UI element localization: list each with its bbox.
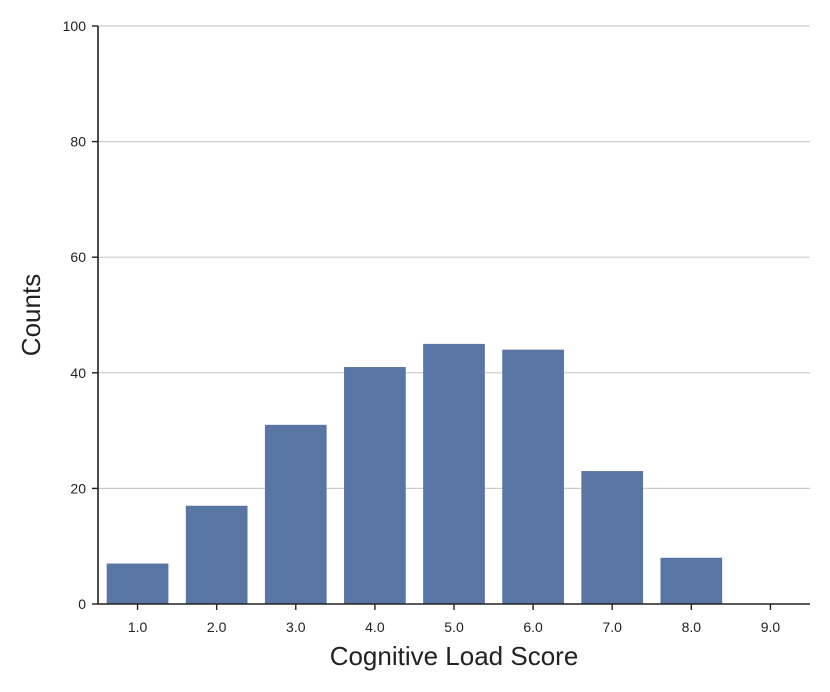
- x-tick-label: 7.0: [602, 619, 622, 635]
- y-tick-label: 20: [70, 480, 86, 496]
- gridlines: [98, 25, 810, 489]
- bar: [344, 367, 406, 604]
- y-tick-label: 100: [63, 18, 87, 34]
- x-tick-label: 2.0: [207, 619, 227, 635]
- x-tick-label: 8.0: [682, 619, 702, 635]
- x-tick-label: 9.0: [761, 619, 781, 635]
- bar: [660, 557, 723, 604]
- x-axis-title: Cognitive Load Score: [330, 641, 579, 671]
- bar: [581, 471, 644, 604]
- x-tick-label: 4.0: [365, 619, 385, 635]
- bar: [264, 424, 327, 604]
- y-tick-label: 60: [70, 249, 86, 265]
- x-ticks: 1.0 2.0 3.0 4.0 5.0 6.0 7.0 8.0 9.0: [128, 604, 781, 635]
- bar: [185, 505, 248, 604]
- x-tick-label: 1.0: [128, 619, 148, 635]
- y-tick-label: 40: [70, 365, 86, 381]
- x-tick-label: 6.0: [523, 619, 543, 635]
- y-axis-title: Counts: [16, 274, 46, 356]
- x-tick-label: 5.0: [444, 619, 464, 635]
- y-tick-label: 80: [70, 134, 86, 150]
- y-tick-label: 0: [78, 596, 86, 612]
- bar: [502, 349, 564, 604]
- x-tick-label: 3.0: [286, 619, 306, 635]
- y-ticks: 0 20 40 60 80 100: [63, 18, 98, 612]
- bar: [423, 343, 485, 604]
- bars: [106, 343, 723, 604]
- bar: [106, 563, 169, 604]
